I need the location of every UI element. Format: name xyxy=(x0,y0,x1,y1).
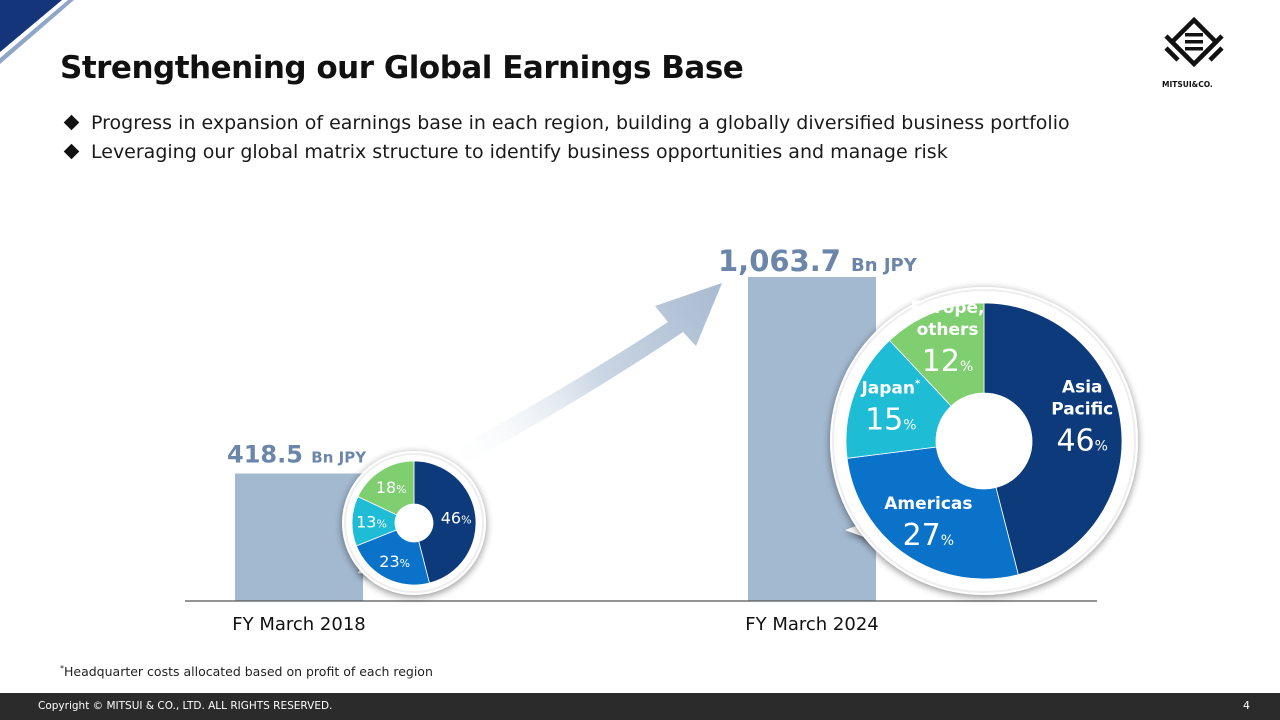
footnote-mark: * xyxy=(60,664,64,673)
corner-decoration xyxy=(0,0,74,64)
slice-name-label: Americas xyxy=(884,494,972,514)
slice-name-label: Europe, xyxy=(911,298,985,318)
slice-europe-others xyxy=(888,302,985,407)
footnote: *Headquarter costs allocated based on pr… xyxy=(60,664,433,679)
slice-asia-pacific xyxy=(983,302,1123,576)
bar-value-label: 418.5 Bn JPY xyxy=(227,441,367,469)
bullet-2-text: Leveraging our global matrix structure t… xyxy=(91,141,948,163)
bar-value-label: 1,063.7 Bn JPY xyxy=(718,244,918,278)
slice-name-label: Japan* xyxy=(860,378,921,398)
bullet-1-text: Progress in expansion of earnings base i… xyxy=(91,112,1070,134)
page-number: 4 xyxy=(1243,699,1250,712)
slice-americas xyxy=(846,446,1019,580)
slice-value-label: 18% xyxy=(376,478,407,497)
bullet-2: Leveraging our global matrix structure t… xyxy=(62,141,948,163)
logo-text: MITSUI&CO. xyxy=(1162,80,1213,89)
growth-arrow-shape xyxy=(450,283,722,466)
page-title: Strengthening our Global Earnings Base xyxy=(60,50,744,86)
slice-name-label: others xyxy=(917,320,979,340)
region-donut-fy2018 xyxy=(342,451,486,595)
x-tick-label: FY March 2018 xyxy=(232,614,365,635)
x-tick-label: FY March 2024 xyxy=(745,614,878,635)
region-donut-fy2024 xyxy=(830,287,1138,595)
slice-japan xyxy=(845,339,952,459)
slice-europe-others xyxy=(357,460,415,516)
slice-value-label: 23% xyxy=(379,552,410,571)
slice-value-label: 13% xyxy=(356,513,387,532)
slice-value-label: 46% xyxy=(441,509,472,528)
slice-name-label: Pacific xyxy=(1051,400,1113,420)
bar-fy2018 xyxy=(235,473,363,601)
growth-arrow xyxy=(450,283,722,466)
footer-bar: Copyright © MITSUI & CO., LTD. ALL RIGHT… xyxy=(0,693,1280,720)
donut-bubble-ring xyxy=(344,453,484,593)
mitsui-logo-mark-icon xyxy=(1164,16,1224,68)
donut-bubble-ring xyxy=(832,289,1136,593)
mitsui-logo: MITSUI&CO. xyxy=(1158,14,1230,94)
copyright-text: Copyright © MITSUI & CO., LTD. ALL RIGHT… xyxy=(38,700,333,712)
slice-asia-pacific xyxy=(413,460,477,584)
slice-name-label: Asia xyxy=(1062,378,1103,398)
slice-americas xyxy=(355,529,430,586)
bullet-1: Progress in expansion of earnings base i… xyxy=(62,112,1070,134)
footnote-text: Headquarter costs allocated based on pro… xyxy=(64,664,433,680)
